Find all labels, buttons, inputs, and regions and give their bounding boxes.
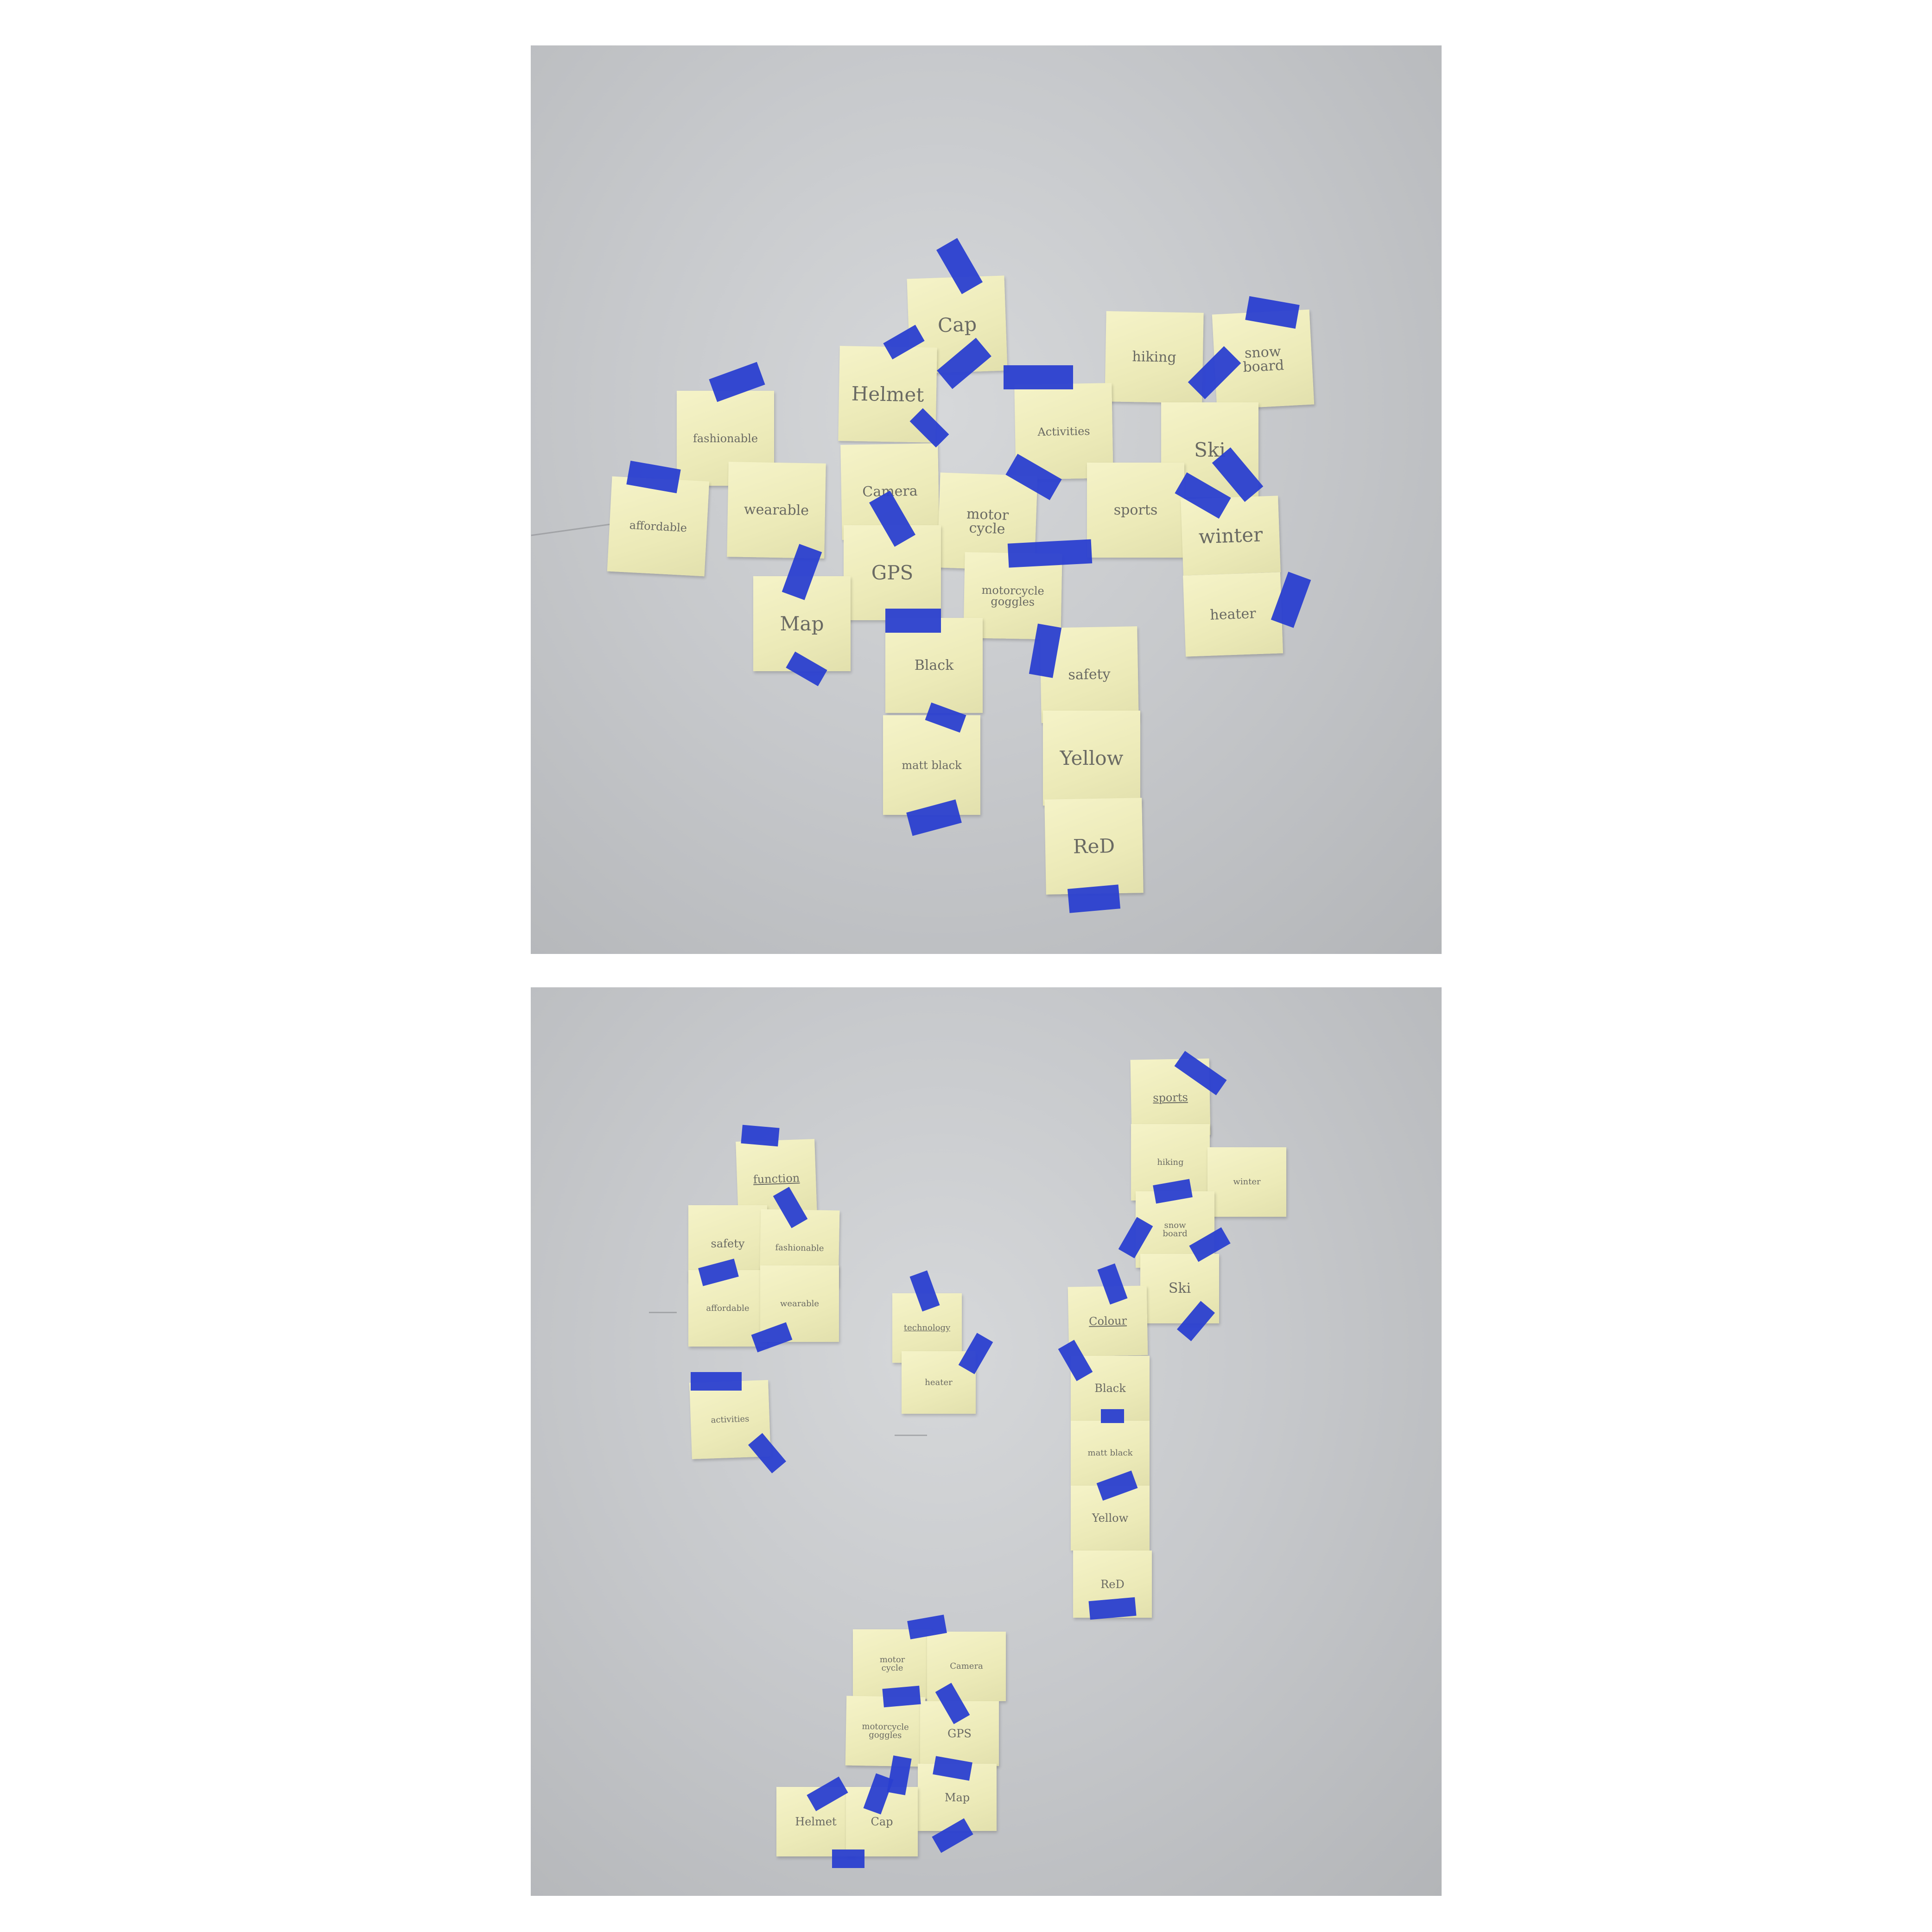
tape-strip (885, 609, 941, 633)
note-colour-label: Colour (1088, 1314, 1127, 1328)
note-yellow: Yellow (1043, 711, 1140, 806)
note-wearable: wearable (727, 462, 826, 559)
note-matt-black: matt black (1071, 1421, 1150, 1486)
tape-strip (832, 1849, 864, 1868)
tape-strip (1007, 539, 1093, 568)
wall-crack (895, 1435, 927, 1436)
tape-strip (1004, 365, 1073, 389)
photo-grouped-sticky-notes: function safety fashionable affordable w… (531, 987, 1442, 1896)
note-sports: sports (1087, 463, 1184, 558)
wall-crack (531, 523, 614, 536)
tape-strip (691, 1372, 742, 1391)
note-map: Map (918, 1764, 997, 1831)
tape-strip (741, 1125, 780, 1147)
photo-unsorted-sticky-notes: Cap Helmet hiking snow board fashionable… (531, 45, 1442, 954)
note-black: Black (885, 618, 983, 713)
tape-strip (1067, 884, 1121, 913)
note-red: ReD (1073, 1551, 1152, 1618)
tape-strip (1101, 1409, 1124, 1423)
note-heater: heater (1183, 572, 1283, 657)
note-fashionable: fashionable (677, 391, 774, 486)
wall-crack (649, 1312, 677, 1313)
tape-strip (882, 1685, 921, 1708)
note-red: ReD (1044, 798, 1144, 895)
note-hiking: hiking (1105, 311, 1204, 403)
note-technology-label: technology (903, 1323, 951, 1333)
note-wearable: wearable (760, 1265, 839, 1342)
note-motorcycle: motor cycle (853, 1629, 932, 1699)
note-function-label: function (753, 1171, 800, 1186)
note-winter: winter (1208, 1147, 1286, 1217)
note-winter: winter (1181, 496, 1281, 576)
note-gps: GPS (920, 1701, 999, 1766)
note-matt-black: matt black (883, 715, 980, 815)
note-sports-label: sports (1152, 1090, 1188, 1105)
note-affordable: affordable (607, 476, 710, 577)
